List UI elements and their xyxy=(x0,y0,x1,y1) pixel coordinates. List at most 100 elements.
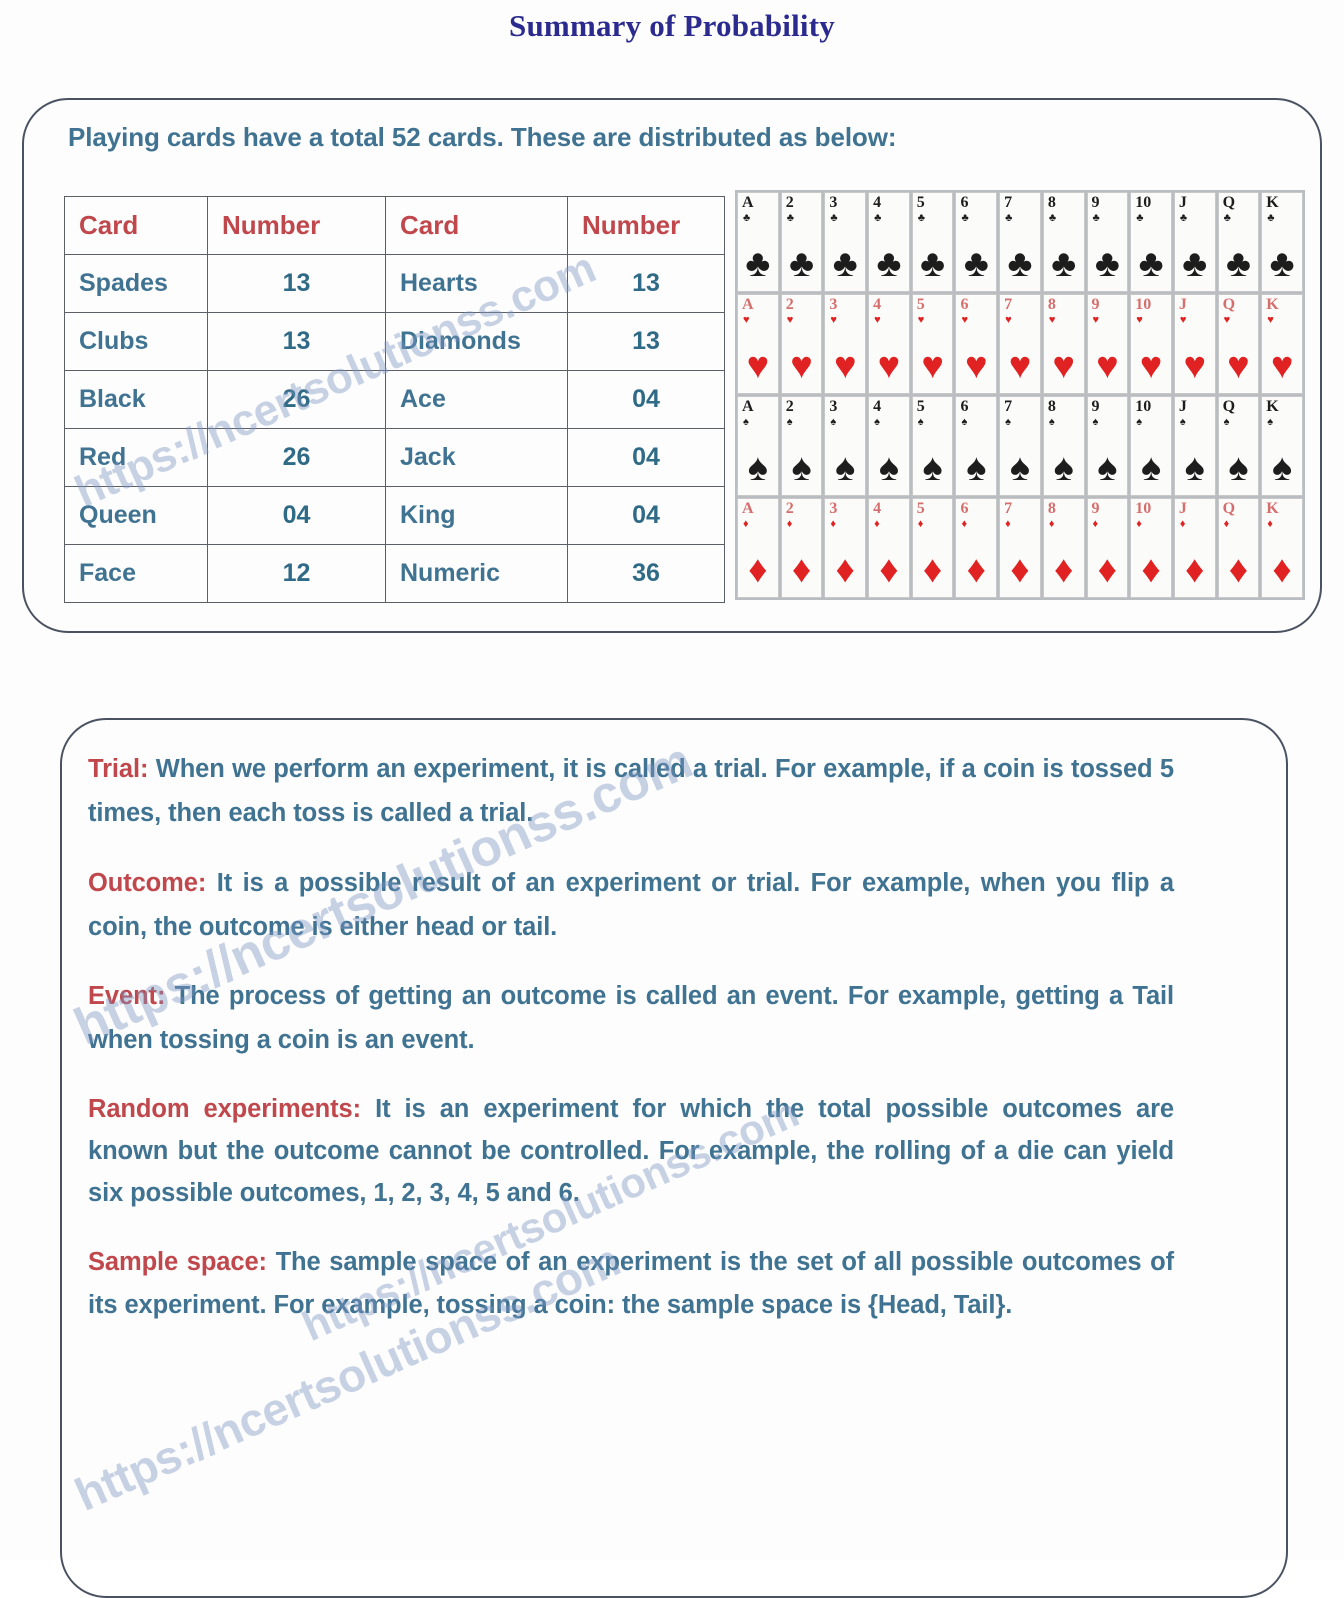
clubs-icon: ♣ xyxy=(745,243,771,285)
card-9-of-diamonds: 9 ♦ ♦ xyxy=(1086,498,1129,598)
card-a-of-hearts: A ♥ ♥ xyxy=(737,294,779,394)
card-3-of-clubs: 3 ♣ ♣ xyxy=(824,192,867,292)
hearts-icon: ♥ xyxy=(1096,345,1119,387)
definition-text: It is a possible result of an experiment… xyxy=(88,868,1174,941)
spades-icon: ♠ xyxy=(1184,447,1205,489)
diamonds-icon: ♦ xyxy=(922,549,943,591)
card-rank-label: 8 xyxy=(1047,194,1056,211)
card-rank-label: A xyxy=(742,194,754,211)
card-3-of-hearts: 3 ♥ ♥ xyxy=(824,294,867,394)
hearts-icon: ♥ xyxy=(877,345,901,387)
diamonds-icon: ♦ xyxy=(1005,518,1011,530)
card-a-of-spades: A ♠ ♠ xyxy=(737,396,779,496)
card-7-of-spades: 7 ♠ ♠ xyxy=(999,396,1041,496)
clubs-icon: ♣ xyxy=(1094,243,1120,285)
diamonds-icon: ♦ xyxy=(961,518,968,530)
diamonds-icon: ♦ xyxy=(1267,518,1273,530)
clubs-icon: ♣ xyxy=(1225,243,1251,285)
clubs-icon: ♣ xyxy=(1138,243,1164,285)
diamonds-icon: ♦ xyxy=(1179,518,1186,530)
spades-icon: ♠ xyxy=(786,416,793,428)
cards-panel-heading: Playing cards have a total 52 cards. The… xyxy=(68,122,897,152)
card-2-of-diamonds: 2 ♦ ♦ xyxy=(780,498,823,598)
card-j-of-diamonds: J ♦ ♦ xyxy=(1173,498,1216,598)
card-j-of-clubs: J ♣ ♣ xyxy=(1173,192,1216,292)
playing-cards-panel xyxy=(22,98,1322,633)
card-rank-label: 8 xyxy=(1047,398,1056,415)
card-rank-label: 5 xyxy=(916,398,925,415)
card-8-of-spades: 8 ♠ ♠ xyxy=(1042,396,1085,496)
clubs-icon: ♣ xyxy=(743,212,751,224)
clubs-icon: ♣ xyxy=(786,212,794,224)
definition-text: When we perform an experiment, it is cal… xyxy=(88,755,1174,827)
diamonds-icon: ♦ xyxy=(1185,549,1205,591)
card-rank-label: 8 xyxy=(1047,296,1056,313)
card-rank-label: A xyxy=(742,398,754,415)
diamonds-icon: ♦ xyxy=(917,518,924,530)
diamonds-icon: ♦ xyxy=(786,518,793,530)
hearts-icon: ♥ xyxy=(746,345,770,387)
card-rank-label: 4 xyxy=(873,398,882,415)
card-rank-label: 2 xyxy=(785,398,794,415)
clubs-icon: ♣ xyxy=(1007,243,1033,285)
card-2-of-clubs: 2 ♣ ♣ xyxy=(780,192,823,292)
card-distribution-table: Card Number Card Number Spades 13 Hearts… xyxy=(64,196,725,603)
definition-text: The process of getting an outcome is cal… xyxy=(88,982,1174,1055)
card-rank-label: Q xyxy=(1222,296,1236,313)
clubs-icon: ♣ xyxy=(920,243,946,285)
clubs-icon: ♣ xyxy=(1269,243,1295,285)
clubs-icon: ♣ xyxy=(874,212,882,224)
card-rank-label: Q xyxy=(1222,194,1236,211)
cell-card-2: King xyxy=(385,486,568,545)
card-7-of-hearts: 7 ♥ ♥ xyxy=(999,294,1041,394)
clubs-icon: ♣ xyxy=(1179,212,1188,224)
diamonds-icon: ♦ xyxy=(966,549,986,591)
card-k-of-spades: K ♠ ♠ xyxy=(1261,396,1303,496)
card-8-of-hearts: 8 ♥ ♥ xyxy=(1042,294,1085,394)
card-a-of-diamonds: A ♦ ♦ xyxy=(737,498,779,598)
card-rank-label: 2 xyxy=(785,500,794,517)
hearts-icon: ♥ xyxy=(786,314,794,326)
card-rank-label: 9 xyxy=(1091,398,1100,415)
spades-icon: ♠ xyxy=(1136,416,1143,428)
hearts-icon: ♥ xyxy=(830,314,837,326)
clubs-icon: ♣ xyxy=(1136,212,1144,224)
diamonds-icon: ♦ xyxy=(1053,549,1074,591)
card-rank-label: J xyxy=(1178,398,1187,415)
card-rank-label: 5 xyxy=(916,296,925,313)
spades-icon: ♠ xyxy=(1179,416,1186,428)
card-q-of-hearts: Q ♥ ♥ xyxy=(1217,294,1260,394)
spades-icon: ♠ xyxy=(966,447,987,489)
clubs-icon: ♣ xyxy=(961,212,969,224)
definition-sample-space: Sample space: The sample space of an exp… xyxy=(88,1241,1174,1329)
card-rank-label: 10 xyxy=(1135,500,1152,517)
card-rank-label: 10 xyxy=(1135,296,1152,313)
card-rank-label: 9 xyxy=(1091,500,1100,517)
hearts-icon: ♥ xyxy=(1048,314,1056,326)
diamonds-icon: ♦ xyxy=(1272,549,1292,591)
card-rank-label: K xyxy=(1266,194,1279,211)
spades-icon: ♠ xyxy=(917,416,924,428)
hearts-icon: ♥ xyxy=(1139,345,1163,387)
card-rank-label: 9 xyxy=(1091,296,1100,313)
card-rank-label: 7 xyxy=(1004,398,1013,415)
card-6-of-hearts: 6 ♥ ♥ xyxy=(955,294,998,394)
card-q-of-clubs: Q ♣ ♣ xyxy=(1217,192,1260,292)
card-5-of-clubs: 5 ♣ ♣ xyxy=(911,192,954,292)
hearts-icon: ♥ xyxy=(1092,314,1100,326)
card-rank-label: 6 xyxy=(960,194,969,211)
card-rank-label: 7 xyxy=(1004,194,1013,211)
spades-icon: ♠ xyxy=(791,447,812,489)
card-rank-label: 3 xyxy=(829,398,838,415)
card-10-of-spades: 10 ♠ ♠ xyxy=(1130,396,1172,496)
spades-icon: ♠ xyxy=(1092,416,1099,428)
cell-card-1: Queen xyxy=(64,486,208,545)
diamonds-icon: ♦ xyxy=(879,549,899,591)
deck-row-clubs: A ♣ ♣ 2 ♣ ♣ 3 ♣ ♣ 4 ♣ ♣ 5 ♣ ♣ 6 ♣ ♣ 7 ♣ ♣ 8 ♣ ♣ 9 ♣ ♣ 10 ♣ ♣ J ♣ ♣ Q ♣ ♣ K ♣ ♣ xyxy=(737,192,1303,292)
deck-row-hearts: A ♥ ♥ 2 ♥ ♥ 3 ♥ ♥ 4 ♥ ♥ 5 ♥ ♥ 6 ♥ ♥ 7 ♥ ♥ 8 ♥ ♥ 9 ♥ ♥ 10 ♥ ♥ J ♥ ♥ Q ♥ ♥ K ♥ ♥ xyxy=(737,294,1303,394)
cell-number-1: 26 xyxy=(207,370,386,429)
spades-icon: ♠ xyxy=(835,447,856,489)
deck-row-diamonds: A ♦ ♦ 2 ♦ ♦ 3 ♦ ♦ 4 ♦ ♦ 5 ♦ ♦ 6 ♦ ♦ 7 ♦ ♦ 8 ♦ ♦ 9 ♦ ♦ 10 ♦ ♦ J ♦ ♦ Q ♦ ♦ K ♦ ♦ xyxy=(737,498,1303,598)
card-6-of-clubs: 6 ♣ ♣ xyxy=(955,192,998,292)
spades-icon: ♠ xyxy=(1272,447,1293,489)
